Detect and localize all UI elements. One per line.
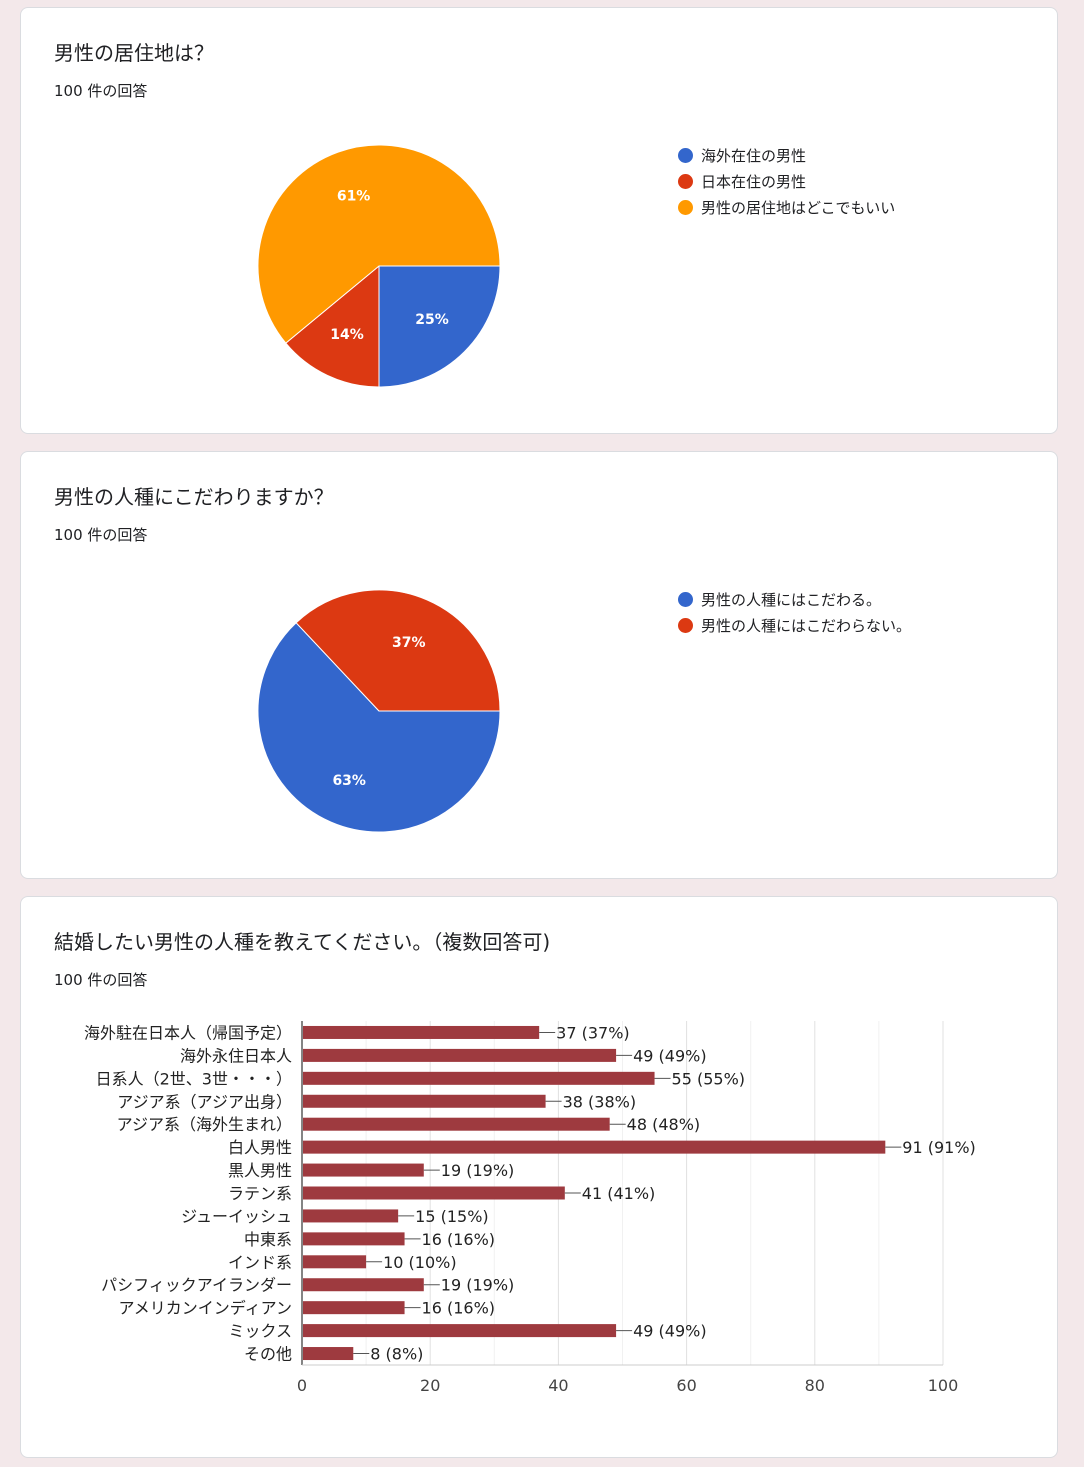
bar: [303, 1301, 405, 1315]
bar-value-label: 49 (49%): [633, 1046, 707, 1065]
bar-value-label: 15 (15%): [415, 1207, 489, 1226]
pie-slice: [378, 265, 501, 388]
category-label: 中東系: [244, 1230, 292, 1249]
slice-value-label: 25%: [415, 312, 449, 328]
slice-value-label: 63%: [332, 773, 366, 789]
x-tick-label: 100: [928, 1376, 959, 1395]
x-tick-label: 0: [297, 1376, 307, 1395]
bar-value-label: 8 (8%): [370, 1345, 423, 1364]
bar-value-label: 19 (19%): [441, 1161, 515, 1180]
bar-value-label: 91 (91%): [902, 1138, 976, 1157]
bar-value-label: 16 (16%): [422, 1299, 496, 1318]
bar-value-label: 49 (49%): [633, 1322, 707, 1341]
legend-item: 海外在住の男性: [678, 142, 895, 168]
category-label: ミックス: [228, 1322, 292, 1341]
legend-color-dot: [678, 199, 693, 215]
category-label: インド系: [228, 1253, 292, 1272]
question-card-race-preference: 男性の人種にこだわりますか？ 100 件の回答 63% 37% 男性の人種にはこだ…: [20, 451, 1058, 879]
x-tick-label: 80: [805, 1376, 825, 1395]
category-label: その他: [244, 1345, 292, 1364]
response-count: 100 件の回答: [54, 82, 148, 100]
legend-item: 男性の人種にはこだわる。: [678, 586, 911, 612]
category-label: 海外駐在日本人（帰国予定）: [84, 1023, 292, 1042]
category-label: ラテン系: [228, 1184, 292, 1203]
category-label: 日系人（2世、3世・・・）: [96, 1069, 292, 1088]
legend-color-dot: [678, 147, 693, 163]
pie-slice: [257, 144, 501, 344]
bar: [303, 1209, 399, 1223]
legend-item: 男性の人種にはこだわらない。: [678, 612, 911, 638]
pie-chart: 25% 14% 61%: [257, 144, 501, 388]
bar: [303, 1255, 367, 1269]
legend-label: 男性の人種にはこだわらない。: [701, 616, 912, 635]
pie-slice: [295, 589, 501, 712]
legend-color-dot: [678, 591, 693, 607]
legend-item: 男性の居住地はどこでもいい: [678, 194, 895, 220]
bar: [303, 1071, 655, 1085]
bar: [303, 1278, 424, 1292]
bar-value-label: 19 (19%): [441, 1276, 515, 1295]
bar-value-label: 37 (37%): [556, 1023, 630, 1042]
legend-item: 日本在住の男性: [678, 168, 895, 194]
question-title: 男性の居住地は？: [54, 41, 214, 65]
bar: [303, 1324, 617, 1338]
response-count: 100 件の回答: [54, 971, 148, 989]
legend-color-dot: [678, 617, 693, 633]
chart-legend: 海外在住の男性 日本在住の男性男性の居住地はどこでもいい: [678, 142, 895, 220]
slice-value-label: 61%: [337, 188, 371, 204]
category-label: パシフィックアイランダー: [101, 1276, 292, 1295]
chart-legend: 男性の人種にはこだわる。男性の人種にはこだわらない。: [678, 586, 911, 638]
category-label: 白人男性: [228, 1138, 292, 1157]
category-label: アメリカンインディアン: [119, 1299, 292, 1318]
question-title: 男性の人種にこだわりますか？: [54, 485, 334, 509]
category-label: 黒人男性: [228, 1161, 292, 1180]
category-label: 海外永住日本人: [180, 1046, 292, 1065]
category-label: アジア系（アジア出身）: [117, 1092, 292, 1111]
bar: [303, 1186, 565, 1200]
question-card-residence: 男性の居住地は？ 100 件の回答 25% 14% 61% 海外在住の男性 日本在住の…: [20, 7, 1058, 434]
response-count: 100 件の回答: [54, 526, 148, 544]
x-tick-label: 40: [548, 1376, 568, 1395]
bar: [303, 1232, 405, 1246]
x-tick-label: 60: [676, 1376, 696, 1395]
legend-label: 男性の居住地はどこでもいい: [701, 198, 896, 217]
legend-label: 海外在住の男性: [701, 146, 807, 165]
bar-value-label: 38 (38%): [563, 1092, 637, 1111]
bar: [303, 1140, 886, 1154]
bar: [303, 1163, 424, 1177]
bar-value-label: 48 (48%): [627, 1115, 701, 1134]
bar: [303, 1025, 540, 1039]
legend-color-dot: [678, 173, 693, 189]
category-label: ジューイッシュ: [181, 1207, 292, 1226]
pie-slice: [285, 264, 380, 388]
bar: [303, 1048, 617, 1062]
bar: [303, 1094, 546, 1108]
bar-value-label: 41 (41%): [582, 1184, 656, 1203]
pie-slice: [257, 622, 501, 833]
category-label: アジア系（海外生まれ）: [117, 1115, 292, 1134]
legend-label: 男性の人種にはこだわる。: [701, 590, 882, 609]
bar-value-label: 16 (16%): [422, 1230, 496, 1249]
bar-value-label: 10 (10%): [383, 1253, 457, 1272]
bar-chart: 0 20 40 60 80 100 海外駐在日本人（帰国予定） 37 (37%) 海外永住日本人…: [84, 1021, 976, 1395]
bar-value-label: 55 (55%): [672, 1069, 746, 1088]
slice-value-label: 37%: [392, 635, 426, 651]
x-tick-label: 20: [420, 1376, 440, 1395]
bar: [303, 1347, 354, 1361]
question-card-marriage-race: 結婚したい男性の人種を教えてください。（複数回答可) 100 件の回答 0 20 4…: [20, 896, 1058, 1458]
legend-label: 日本在住の男性: [701, 172, 807, 191]
question-title: 結婚したい男性の人種を教えてください。（複数回答可): [54, 930, 551, 954]
bar: [303, 1117, 610, 1131]
pie-chart: 63% 37%: [257, 589, 501, 833]
slice-value-label: 14%: [330, 327, 364, 343]
